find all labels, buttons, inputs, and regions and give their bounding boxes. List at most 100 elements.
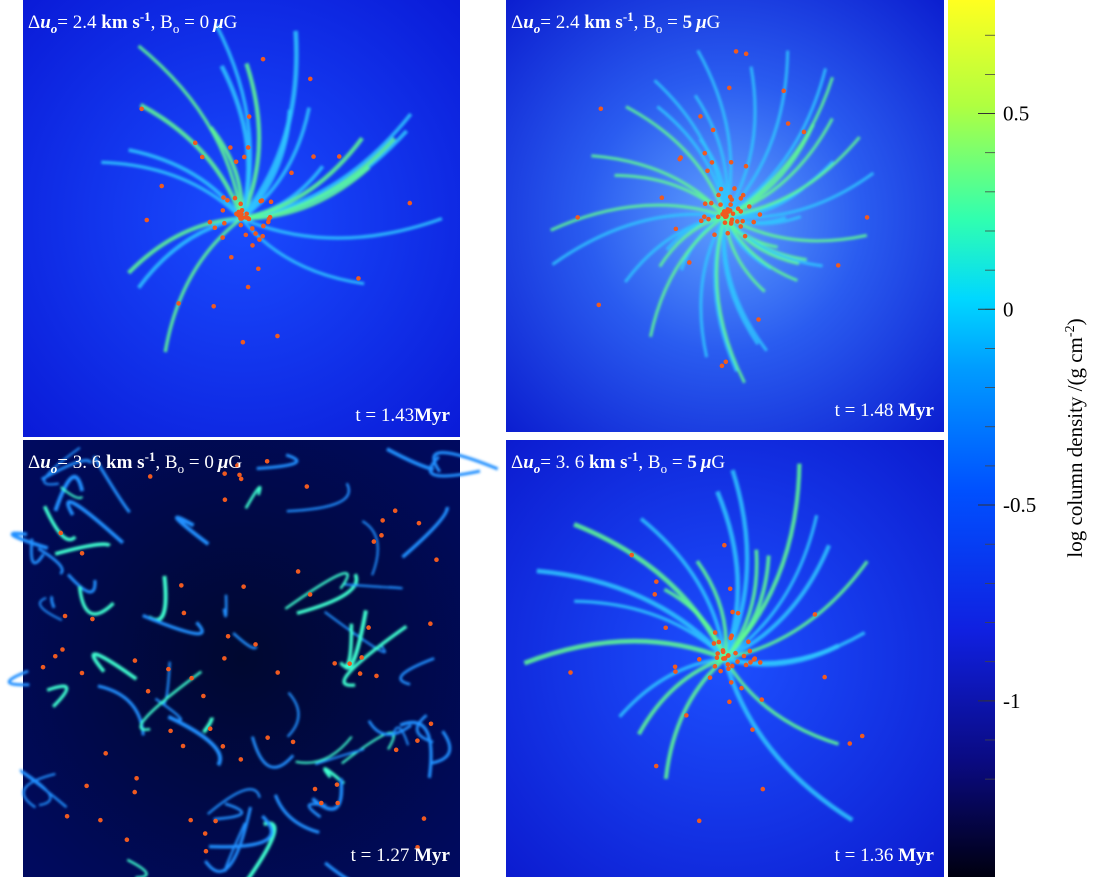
sink-particle [103,751,108,756]
filament [40,459,93,481]
sink-particle [684,713,689,718]
sink-particle [735,659,740,664]
filament [314,748,365,766]
sink-particle [864,215,870,220]
sink-particle [176,301,181,306]
sink-particle [698,218,704,224]
sink-particle [211,303,216,309]
sink-particle [673,226,679,232]
filament [296,573,359,615]
filament [54,542,112,556]
panel: Δuo= 3. 6 km s-1, Bo = 5 μG t = 1.36 Myr [506,440,944,877]
sink-particle [147,474,153,479]
filament [656,105,727,217]
filament [22,772,56,809]
filament [399,720,433,779]
sink-particle [746,639,751,645]
sink-particle [740,192,746,198]
filament [175,515,210,546]
tick-label: 0.5 [1003,102,1029,126]
sink-particle [265,735,270,740]
filament [167,715,222,767]
sink-particle [374,673,379,679]
sink-particle [232,195,238,201]
filament [256,453,299,471]
sink-particle [201,693,206,699]
sink-particle [653,763,659,769]
sink-particle [244,211,250,217]
label-part: o [534,21,541,36]
filament [625,105,727,217]
filament [214,23,253,219]
sink-particle [220,208,226,213]
sink-particle [673,669,678,674]
sink-particle [366,625,371,630]
sink-particle [260,233,266,239]
time-unit: Myr [898,845,934,866]
sink-particle [145,688,151,694]
time-value: t = 1.36 [835,845,899,866]
label-part: km s [584,452,627,473]
sink-particle [221,195,226,200]
panel-label: Δuo= 3. 6 km s-1, Bo = 5 μG [511,449,725,476]
sink-particle [132,789,138,795]
sink-particle [733,650,738,656]
sink-particle [213,818,218,824]
label-part: u [40,452,51,473]
sink-particle [267,214,273,220]
sink-particle [743,51,749,57]
sink-particle [304,484,310,489]
sink-particle [243,232,249,238]
sink-particle [729,663,735,669]
label-part: -1 [623,9,634,24]
sink-particle [722,655,728,661]
filament [284,572,349,610]
sink-particle [750,727,755,732]
filament [7,669,30,687]
sink-particle [241,154,247,160]
sink-particle [168,728,173,734]
sink-particle [702,201,708,207]
sink-particle [245,284,251,290]
sink-particle [347,661,352,666]
label-part: 0 [204,452,214,473]
sink-particle [60,647,65,652]
sink-particle [757,660,763,665]
sink-particle [696,657,702,662]
sink-particle [179,583,184,588]
sink-particle [725,662,731,667]
label-part: km s [97,12,140,33]
sink-particle [801,129,807,135]
filament [10,531,49,550]
sink-particle [289,170,294,176]
sink-particle [751,219,757,225]
label-part: μ [700,452,712,473]
filament [415,714,434,744]
sink-particle [742,233,748,239]
sink-particle [716,192,721,198]
sink-particle [319,800,324,806]
sink-particle [727,194,733,200]
tick-label: -0.5 [1003,493,1036,517]
sink-particle [711,641,717,646]
sink-particle [415,738,420,743]
sink-particle [239,211,244,217]
sink-particle [238,476,244,482]
sink-particle [393,747,399,753]
sink-particle [256,266,261,272]
filament [663,656,727,780]
sink-particle [756,317,761,322]
sink-particle [416,520,422,526]
filament [428,455,481,478]
label-part: o [656,21,663,36]
sink-particle [336,154,342,159]
sink-particle [246,114,252,119]
label-part: km s [101,452,144,473]
sink-particle [257,237,262,242]
label-part: o [173,21,180,36]
sink-particle [180,743,186,749]
sink-particle [238,201,243,207]
sink-particle [264,458,270,464]
sink-particle [710,127,716,133]
filament [207,788,261,815]
